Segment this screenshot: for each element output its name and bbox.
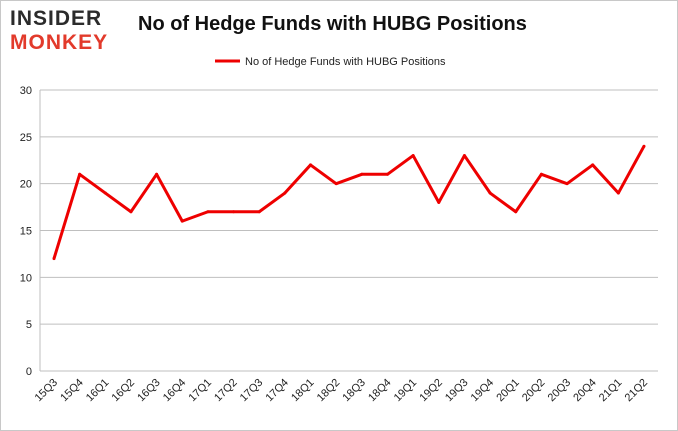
x-tick-label: 17Q3: [238, 377, 266, 405]
logo-line-1: INSIDER: [10, 7, 103, 30]
x-tick-label: 19Q1: [392, 377, 420, 405]
x-tick-label: 15Q4: [58, 377, 86, 405]
x-tick-label: 20Q1: [494, 377, 522, 405]
x-tick-label: 16Q2: [110, 377, 138, 405]
x-tick-label: 18Q2: [315, 377, 343, 405]
y-axis-ticks: 0 5 10 15 20 25 30: [20, 85, 32, 378]
series-layer: [52, 144, 646, 261]
data-point: [385, 172, 389, 176]
legend-label: No of Hedge Funds with HUBG Positions: [245, 56, 446, 68]
data-point: [642, 144, 646, 148]
x-tick-label: 16Q4: [161, 377, 189, 405]
x-tick-label: 19Q2: [417, 377, 445, 405]
data-point: [103, 191, 107, 195]
data-point: [309, 163, 313, 167]
x-tick-label: 21Q1: [597, 377, 625, 405]
data-point: [462, 154, 466, 158]
logo-line-2: MONKEY: [10, 31, 109, 54]
x-tick-label: 18Q4: [366, 377, 394, 405]
y-tick-label: 25: [20, 132, 32, 144]
data-point: [129, 210, 133, 214]
x-axis-ticks: 15Q315Q416Q116Q216Q316Q417Q117Q217Q317Q4…: [33, 377, 651, 405]
data-point: [180, 219, 184, 223]
x-tick-label: 16Q3: [135, 377, 163, 405]
x-tick-label: 17Q1: [187, 377, 215, 405]
x-tick-label: 18Q1: [289, 377, 317, 405]
data-point: [78, 172, 82, 176]
data-point: [616, 191, 620, 195]
data-point: [334, 182, 338, 186]
y-tick-label: 10: [20, 272, 32, 284]
x-tick-label: 19Q3: [443, 377, 471, 405]
x-tick-label: 19Q4: [469, 377, 497, 405]
data-point: [437, 200, 441, 204]
data-point: [514, 210, 518, 214]
data-point: [257, 210, 261, 214]
insider-monkey-logo: INSIDER MONKEY: [10, 6, 128, 54]
data-point: [52, 257, 56, 261]
x-tick-label: 20Q2: [520, 377, 548, 405]
x-tick-label: 17Q4: [263, 377, 291, 405]
y-tick-label: 30: [20, 85, 32, 97]
y-tick-label: 5: [26, 319, 32, 331]
y-tick-label: 20: [20, 179, 32, 191]
data-point: [591, 163, 595, 167]
data-point: [539, 172, 543, 176]
y-tick-label: 15: [20, 226, 32, 238]
data-point: [155, 172, 159, 176]
x-tick-label: 15Q3: [33, 377, 61, 405]
x-tick-label: 17Q2: [212, 377, 240, 405]
x-tick-label: 18Q3: [340, 377, 368, 405]
data-point: [206, 210, 210, 214]
y-tick-label: 0: [26, 366, 32, 378]
x-tick-label: 16Q1: [84, 377, 112, 405]
data-point: [565, 182, 569, 186]
legend: No of Hedge Funds with HUBG Positions: [215, 56, 446, 68]
grid-lines: [39, 89, 658, 372]
data-point: [283, 191, 287, 195]
chart-title: No of Hedge Funds with HUBG Positions: [138, 13, 527, 35]
x-tick-label: 20Q4: [571, 377, 599, 405]
x-tick-label: 21Q2: [623, 377, 651, 405]
data-point: [360, 172, 364, 176]
data-point: [232, 210, 236, 214]
series-line: [52, 145, 646, 260]
x-tick-label: 20Q3: [546, 377, 574, 405]
data-point: [411, 154, 415, 158]
data-point: [488, 191, 492, 195]
